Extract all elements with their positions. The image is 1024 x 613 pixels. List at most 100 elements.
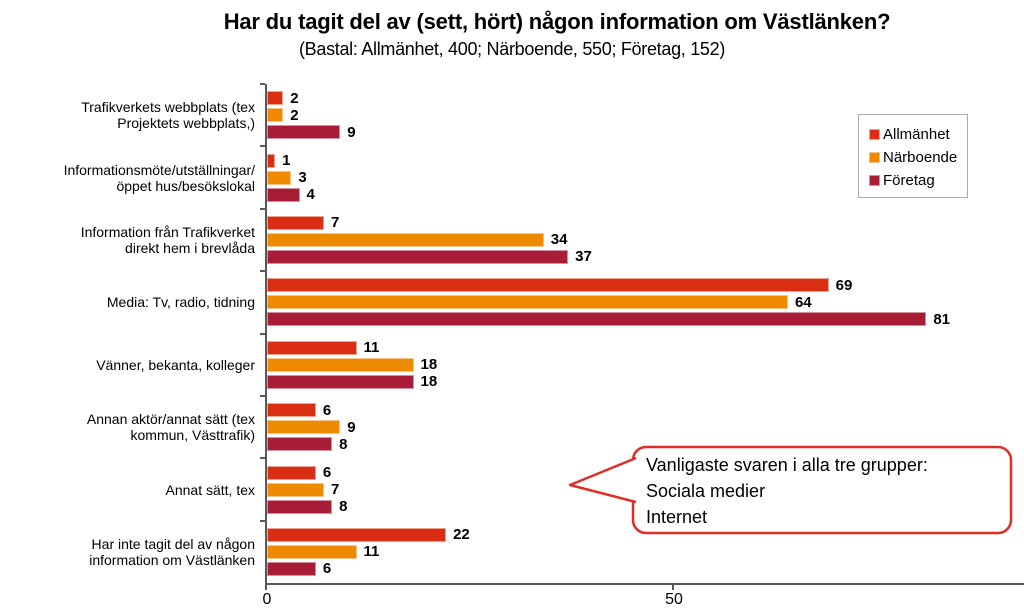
value-label: 37 — [575, 248, 592, 266]
bar-line: 6 — [267, 464, 1024, 482]
value-label: 22 — [453, 526, 470, 544]
bar-line: 7 — [267, 481, 1024, 498]
bar — [267, 420, 341, 435]
legend-label: Allmänhet — [883, 126, 950, 143]
chart-row: Har inte tagit del av någon information … — [0, 519, 1024, 584]
chart-row: Annan aktör/annat sätt (tex kommun, Väst… — [0, 394, 1024, 459]
category-label: Informationsmöte/utställningar/ öppet hu… — [63, 161, 255, 194]
bar — [267, 465, 316, 480]
callout-line: Sociala medier — [646, 481, 766, 501]
value-label: 2 — [290, 106, 299, 124]
chart-title: Har du tagit del av (sett, hört) någon i… — [223, 9, 891, 34]
bar — [267, 187, 300, 202]
callout-line: Vanligaste svaren i alla tre grupper: — [646, 455, 928, 475]
bar-line: 69 — [267, 276, 1024, 294]
bar — [267, 249, 569, 264]
value-label: 3 — [298, 169, 307, 187]
bar-line: 9 — [267, 419, 1024, 436]
chart-row: Informationsmöte/utställningar/ öppet hu… — [0, 145, 1024, 209]
value-label: 6 — [322, 560, 332, 578]
bar-line: 8 — [267, 435, 1024, 453]
bar — [267, 437, 333, 452]
category-label: Annan aktör/annat sätt (tex kommun, Väst… — [86, 411, 255, 444]
category-label: Har inte tagit del av någon information … — [89, 535, 255, 568]
x-axis-tick-label: 50 — [665, 591, 683, 609]
bar-line: 81 — [267, 310, 1024, 328]
bar-line: 7 — [267, 214, 1024, 231]
bar-line: 11 — [267, 339, 1024, 356]
bar-line: 9 — [267, 123, 1024, 141]
value-label: 4 — [306, 186, 315, 204]
legend: Allmänhet Närboende Företag — [858, 114, 968, 198]
bar — [267, 374, 414, 389]
bar-line: 37 — [267, 248, 1024, 266]
bar-group: 22 11 6 — [260, 519, 1024, 584]
chart-row: Vänner, bekanta, kolleger 11 18 18 — [0, 332, 1024, 396]
bar — [267, 561, 316, 576]
value-label: 1 — [282, 152, 291, 170]
legend-label: Närboende — [883, 149, 958, 166]
bar — [267, 340, 357, 355]
value-label: 8 — [339, 435, 348, 453]
callout: Vanligaste svaren i alla tre grupper: So… — [560, 442, 1022, 542]
bar — [267, 215, 324, 230]
legend-label: Företag — [883, 172, 935, 189]
bar-line: 22 — [267, 526, 1024, 544]
legend-item: Företag — [869, 169, 961, 192]
bar-group: 7 34 37 — [260, 207, 1024, 272]
bar — [267, 232, 544, 247]
x-axis-tick-zero — [265, 585, 267, 591]
value-label: 34 — [550, 231, 568, 249]
chart-row: Information från Trafikverket direkt hem… — [0, 207, 1024, 272]
value-label: 18 — [420, 356, 438, 374]
bar — [267, 170, 292, 185]
bar-line: 34 — [267, 231, 1024, 249]
bar — [267, 278, 829, 293]
bar — [267, 527, 447, 542]
bar-line: 1 — [267, 152, 1024, 170]
category-label: Annat sätt, tex — [165, 481, 256, 498]
bar-chart-rows: Trafikverkets webbplats (tex Projektets … — [0, 82, 1024, 584]
bar-line: 64 — [267, 294, 1024, 311]
bar-line: 11 — [267, 543, 1024, 561]
chart-row: Annat sätt, tex 6 7 8 — [0, 457, 1024, 521]
value-label: 6 — [322, 464, 332, 482]
bar — [267, 125, 341, 140]
bar — [267, 108, 284, 123]
legend-swatch-narboende — [869, 152, 880, 163]
chart-row: Media: Tv, radio, tidning 69 64 81 — [0, 270, 1024, 334]
chart-subtitle: (Bastal: Allmänhet, 400; Närboende, 550;… — [298, 39, 726, 59]
speech-bubble-icon — [568, 445, 1013, 535]
callout-line: Internet — [646, 507, 708, 527]
value-label: 9 — [347, 123, 356, 141]
bar-line: 2 — [267, 106, 1024, 124]
x-axis-tick-fifty — [672, 585, 674, 591]
category-label: Vänner, bekanta, kolleger — [96, 356, 255, 373]
bar-line: 18 — [267, 356, 1024, 374]
callout-text: Vanligaste svaren i alla tre grupper: So… — [646, 452, 928, 530]
legend-swatch-allmanhet — [869, 129, 880, 140]
value-label: 8 — [339, 498, 348, 516]
value-label: 11 — [363, 543, 380, 561]
bar-line: 18 — [267, 373, 1024, 391]
bar-chart: Trafikverkets webbplats (tex Projektets … — [0, 82, 1024, 608]
bar — [267, 153, 276, 168]
value-label: 69 — [835, 276, 853, 294]
bar — [267, 499, 333, 514]
bar — [267, 91, 284, 106]
value-label: 18 — [420, 373, 438, 391]
value-label: 81 — [933, 310, 951, 328]
bar — [267, 403, 316, 418]
x-axis-tick-label: 0 — [262, 591, 272, 609]
bar — [267, 312, 927, 327]
bar-group: 69 64 81 — [260, 270, 1024, 334]
bar-line: 3 — [267, 169, 1024, 187]
legend-item: Närboende — [869, 146, 961, 169]
value-label: 2 — [290, 89, 299, 107]
x-axis: 0 50 — [263, 583, 1024, 608]
category-label: Trafikverkets webbplats (tex Projektets … — [81, 99, 255, 132]
